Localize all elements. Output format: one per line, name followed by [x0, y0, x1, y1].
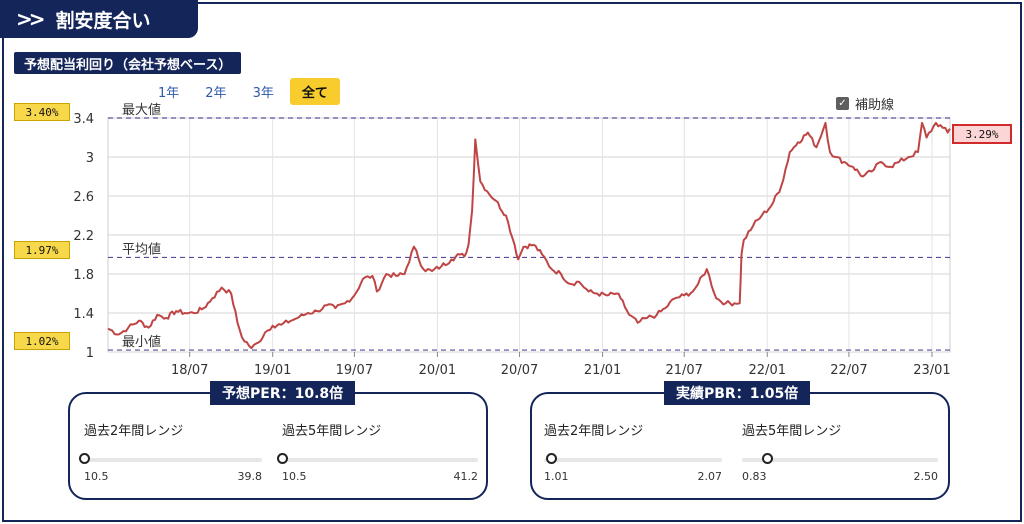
- section-title: 割安度合い: [55, 9, 151, 32]
- section-header: >> 割安度合い: [0, 0, 198, 38]
- range-label: 過去2年間レンジ: [544, 424, 644, 439]
- range-min: 0.83: [742, 470, 767, 483]
- tab-3y[interactable]: 3年: [252, 85, 274, 101]
- range-label: 過去5年間レンジ: [742, 424, 842, 439]
- range-track: [544, 458, 722, 462]
- range-max: 2.50: [913, 470, 939, 483]
- x-tick-label: 19/07: [336, 363, 373, 378]
- y-tick-label: 1.8: [73, 268, 94, 283]
- y-tick-label: 2.2: [73, 229, 94, 244]
- aux-line-label: 補助線: [855, 98, 895, 113]
- checkbox-checked-icon[interactable]: ✓: [836, 97, 849, 110]
- chart-title: 予想配当利回り（会社予想ベース）: [14, 52, 242, 74]
- range-label: 過去2年間レンジ: [84, 424, 184, 439]
- series-line: [107, 121, 951, 350]
- range-max: 41.2: [453, 470, 479, 483]
- double-chevron-right-icon: >>: [16, 7, 45, 31]
- y-tick-label: 2.6: [73, 190, 94, 205]
- range-max: 2.07: [697, 470, 723, 483]
- y-tick-label: 3.4: [73, 112, 94, 127]
- aux-line-toggle[interactable]: ✓ 補助線: [836, 94, 894, 113]
- range-marker: [546, 453, 558, 464]
- pbr-range-5y: 過去5年間レンジ 0.83 2.50: [742, 420, 938, 490]
- x-tick-label: 19/01: [254, 363, 291, 378]
- x-tick-label: 21/01: [584, 363, 621, 378]
- tab-all[interactable]: 全て: [289, 77, 340, 105]
- range-marker: [762, 453, 774, 464]
- current-value-tag: 3.29%: [952, 124, 1012, 144]
- range-min: 10.5: [84, 470, 109, 483]
- range-marker: [277, 453, 288, 464]
- range-track: [84, 458, 262, 462]
- x-tick-label: 21/07: [665, 363, 702, 378]
- per-badge: 予想PER：10.8倍: [210, 381, 356, 405]
- pbr-badge: 実績PBR：1.05倍: [664, 381, 811, 405]
- x-tick-label: 18/07: [171, 363, 208, 378]
- range-track: [282, 458, 478, 462]
- reference-label: 最小値: [122, 334, 161, 350]
- per-range-2y: 過去2年間レンジ 10.5 39.8: [79, 420, 263, 490]
- y-tick-label: 1.4: [73, 307, 94, 322]
- tab-1y[interactable]: 1年: [158, 85, 180, 101]
- range-min: 10.5: [282, 470, 307, 483]
- y-tick-label: 1: [86, 346, 94, 361]
- x-tick-label: 22/01: [749, 363, 786, 378]
- x-tick-label: 20/07: [501, 363, 538, 378]
- range-max: 39.8: [237, 470, 263, 483]
- x-tick-label: 20/01: [419, 363, 456, 378]
- x-tick-label: 22/07: [830, 363, 867, 378]
- x-tick-label: 23/01: [913, 363, 950, 378]
- reference-label: 最大値: [122, 102, 161, 118]
- pbr-range-2y: 過去2年間レンジ 1.01 2.07: [544, 420, 722, 490]
- reference-label: 平均値: [122, 241, 161, 257]
- y-tick-label: 3: [86, 151, 94, 166]
- per-range-5y: 過去5年間レンジ 10.5 41.2: [277, 420, 479, 490]
- min-tag: 1.02%: [14, 332, 70, 350]
- avg-tag: 1.97%: [14, 241, 70, 259]
- range-min: 1.01: [544, 470, 569, 483]
- range-marker: [79, 453, 90, 464]
- tab-2y[interactable]: 2年: [205, 85, 227, 101]
- range-track: [742, 458, 938, 462]
- range-label: 過去5年間レンジ: [282, 424, 382, 439]
- max-tag: 3.40%: [14, 103, 70, 121]
- range-tabs: 1年 2年 3年 全て: [148, 77, 346, 105]
